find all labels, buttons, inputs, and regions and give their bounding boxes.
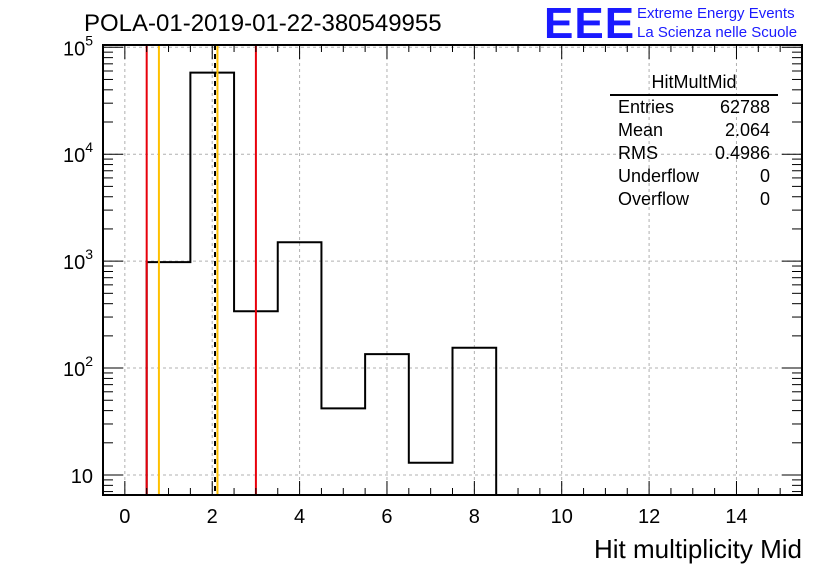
x-tick-label: 14 [725, 506, 747, 528]
x-tick-label: 8 [469, 506, 480, 528]
stats-value: 0.4986 [714, 143, 770, 163]
stats-value: 62788 [719, 97, 770, 117]
y-tick-exponent: 5 [85, 32, 93, 48]
y-tick-base: 10 [63, 145, 85, 167]
histogram-bin [321, 408, 365, 495]
x-tick-label: 10 [551, 506, 573, 528]
histogram-bin [147, 262, 191, 495]
stats-label: Mean [618, 120, 664, 140]
x-tick-label: 12 [638, 506, 660, 528]
y-tick-base: 10 [63, 359, 85, 381]
histogram-bin [453, 348, 497, 495]
stats-label: RMS [618, 143, 658, 163]
stats-label: Overflow [618, 189, 690, 209]
histogram-bin [190, 73, 234, 495]
y-tick-exponent: 2 [85, 353, 93, 369]
logo-caption: Extreme Energy Events La Scienza nelle S… [637, 4, 797, 42]
stats-value: 0 [759, 166, 770, 186]
stats-row-rms: RMS 0.4986 [610, 142, 778, 165]
y-tick-label: 104 [63, 139, 93, 167]
stats-name: HitMultMid [610, 71, 778, 96]
y-tick-exponent: 3 [85, 246, 93, 262]
y-tick-label: 10 [71, 466, 93, 488]
y-tick-exponent: 4 [85, 139, 93, 155]
stats-label: Underflow [618, 166, 700, 186]
histogram-bin [278, 242, 322, 495]
stats-value: 0 [759, 189, 770, 209]
eee-logo: EEE [544, 0, 636, 48]
x-tick-label: 0 [119, 506, 130, 528]
chart-title: POLA-01-2019-01-22-380549955 [84, 10, 442, 37]
stats-value: 2.064 [724, 120, 770, 140]
stats-box: HitMultMid Entries 62788 Mean 2.064 RMS … [610, 71, 778, 211]
y-tick-label: 103 [63, 246, 93, 274]
stats-row-overflow: Overflow 0 [610, 188, 778, 211]
histogram-outline [145, 71, 498, 495]
logo-caption-line1: Extreme Energy Events [637, 5, 795, 22]
y-tick-label: 105 [63, 32, 93, 60]
stats-row-underflow: Underflow 0 [610, 165, 778, 188]
histogram-bin [365, 354, 409, 495]
y-tick-label: 102 [63, 353, 93, 381]
y-tick-base: 10 [63, 38, 85, 60]
x-axis-label: Hit multiplicity Mid [593, 534, 802, 564]
x-tick-label: 4 [294, 506, 305, 528]
x-tick-label: 6 [381, 506, 392, 528]
stats-label: Entries [618, 97, 675, 117]
x-tick-label: 2 [207, 506, 218, 528]
y-tick-base: 10 [63, 252, 85, 274]
stats-row-entries: Entries 62788 [610, 96, 778, 119]
logo-caption-line2: La Scienza nelle Scuole [637, 24, 798, 41]
stats-row-mean: Mean 2.064 [610, 119, 778, 142]
